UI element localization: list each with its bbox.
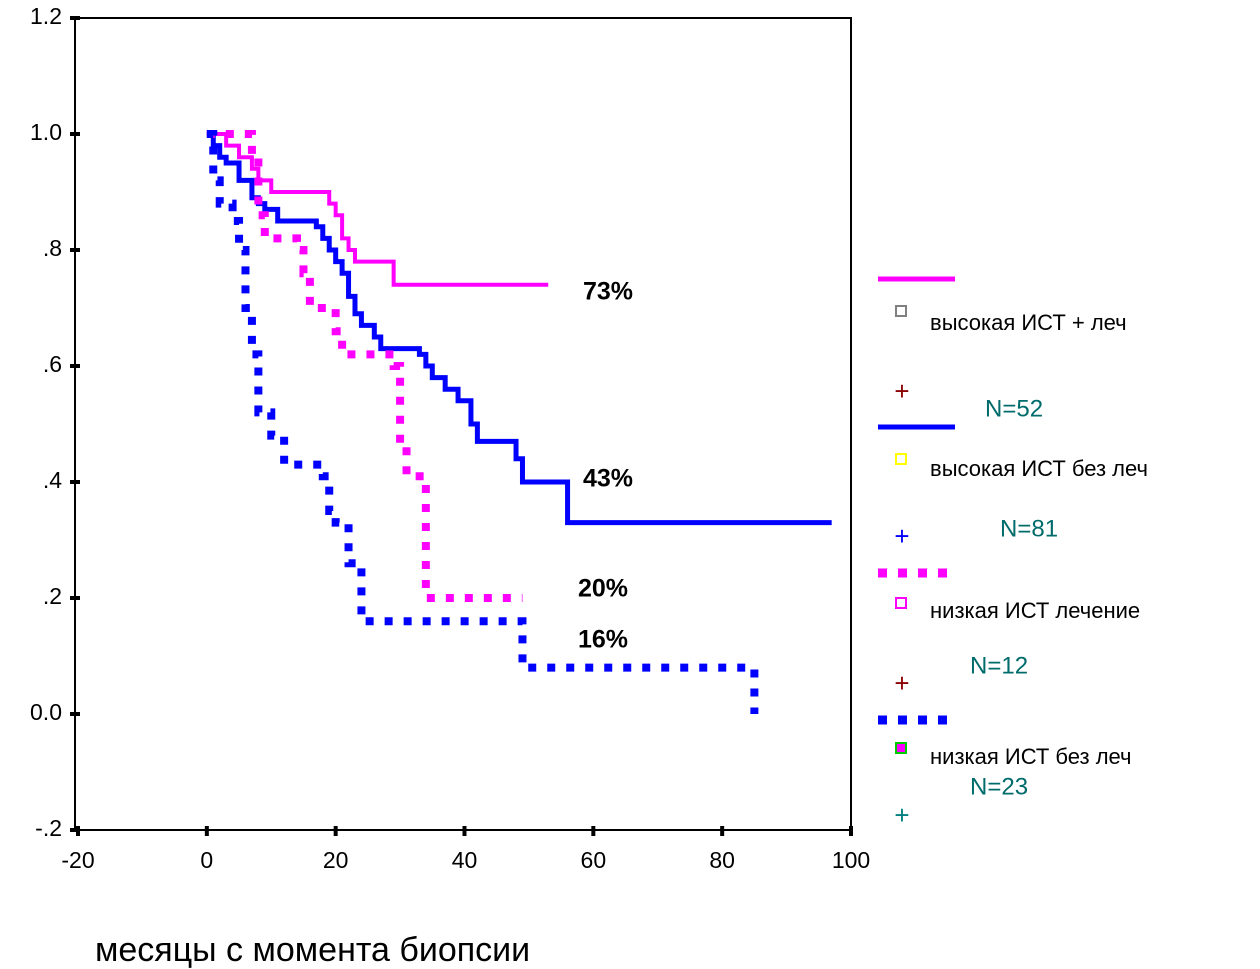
y-tick-label: .6 [43, 351, 62, 377]
x-tick-label: 60 [581, 847, 607, 873]
legend-label: высокая ИСТ + леч [930, 310, 1127, 335]
legend-marker [895, 742, 907, 754]
x-tick-label: 0 [200, 847, 213, 873]
y-tick-label: 0.0 [30, 699, 62, 725]
legend-label: низкая ИСТ лечение [930, 598, 1140, 623]
y-tick-label: 1.0 [30, 119, 62, 145]
survival-curve [206, 131, 832, 526]
plot-frame [74, 17, 852, 831]
y-tick-label: -.2 [35, 815, 62, 841]
legend-n: N=23 [970, 773, 1028, 800]
x-tick-label: 40 [452, 847, 478, 873]
x-axis-label: месяцы с момента биопсии [95, 931, 530, 969]
survival-curve [206, 132, 549, 287]
y-tick-label: .2 [43, 583, 62, 609]
y-tick-label: .8 [43, 235, 62, 261]
legend-marker [895, 453, 907, 465]
legend-marker [895, 305, 907, 317]
legend-plus: + [894, 521, 909, 551]
legend-n: N=81 [1000, 515, 1058, 542]
legend-marker [895, 597, 907, 609]
x-tick-label: 100 [832, 847, 870, 873]
annotation: 16% [578, 626, 628, 654]
annotation: 43% [583, 465, 633, 493]
x-tick-label: 80 [709, 847, 735, 873]
survival-curve [206, 130, 523, 602]
y-tick-label: 1.2 [30, 3, 62, 29]
legend-plus: + [894, 800, 909, 830]
legend-n: N=52 [985, 395, 1043, 422]
legend-n: N=12 [970, 652, 1028, 679]
annotation: 73% [583, 278, 633, 306]
legend-label: низкая ИСТ без леч [930, 744, 1132, 769]
y-tick-label: .4 [43, 467, 62, 493]
x-tick-label: -20 [61, 847, 94, 873]
legend-label: высокая ИСТ без леч [930, 456, 1148, 481]
annotation: 20% [578, 575, 628, 603]
x-tick-label: 20 [323, 847, 349, 873]
legend-plus: + [894, 668, 909, 698]
legend-plus: + [894, 376, 909, 406]
